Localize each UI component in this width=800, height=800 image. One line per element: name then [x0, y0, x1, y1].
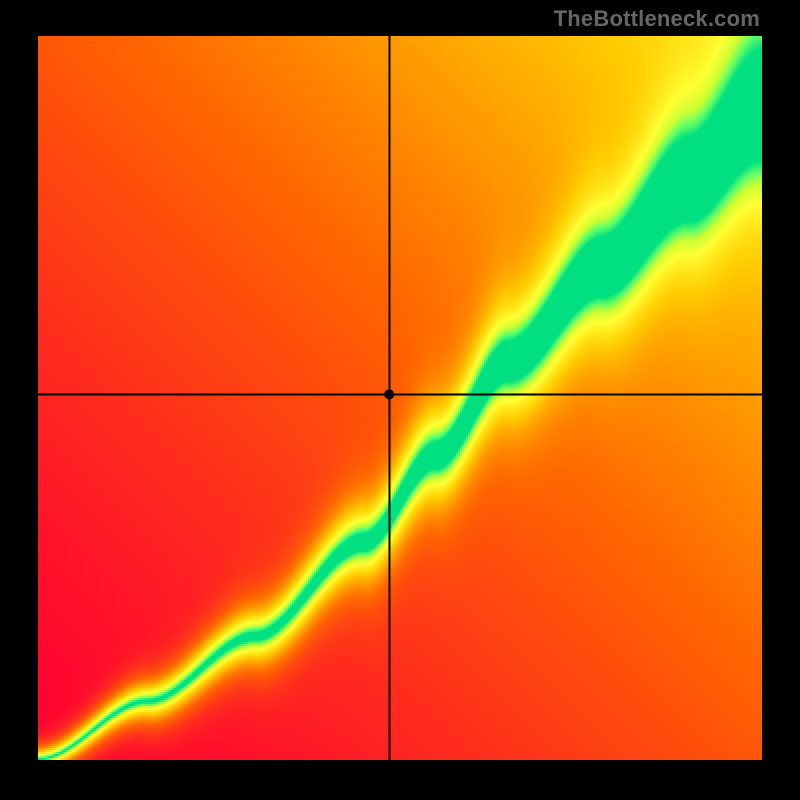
- heatmap-canvas: [38, 36, 762, 760]
- figure-container: TheBottleneck.com: [0, 0, 800, 800]
- watermark-text: TheBottleneck.com: [554, 6, 760, 32]
- plot-area: [38, 36, 762, 760]
